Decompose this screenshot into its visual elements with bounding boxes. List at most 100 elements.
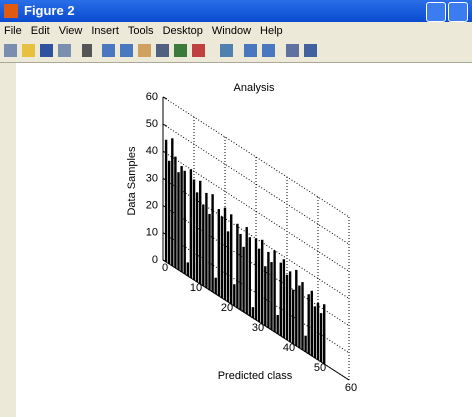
bar [279, 262, 282, 336]
bar [233, 284, 236, 306]
y-tick-label: 0 [152, 254, 158, 266]
bar [223, 207, 227, 300]
bar [180, 166, 183, 272]
bar [214, 277, 217, 294]
tool-icon[interactable] [120, 44, 133, 57]
y-tick-label: 10 [146, 227, 158, 239]
bar [254, 238, 258, 320]
bar [168, 160, 171, 264]
bar [273, 250, 276, 332]
bar [189, 169, 193, 278]
menu-item[interactable]: Desktop [162, 25, 203, 37]
toolbar-icons [4, 44, 317, 57]
bar [186, 262, 189, 276]
bar [316, 302, 320, 360]
tool-icon[interactable] [138, 44, 151, 57]
x-tick-label: 40 [283, 342, 295, 354]
x-tick-label: 60 [345, 382, 357, 394]
tool-icon[interactable] [82, 44, 92, 57]
chart-title: Analysis [234, 82, 275, 94]
x-tick-label: 50 [314, 362, 326, 374]
bar [192, 179, 196, 280]
y-tick-label: 20 [146, 200, 158, 212]
bar [282, 259, 286, 338]
bar [245, 227, 248, 314]
x-axis-label: Predicted class [218, 370, 293, 382]
bar [174, 156, 177, 268]
bar [261, 239, 264, 324]
bar [264, 266, 267, 326]
y-tick-label: 40 [146, 145, 158, 157]
bar [298, 285, 301, 348]
bar [301, 282, 304, 350]
menu-item[interactable]: Edit [30, 25, 50, 37]
tool-icon[interactable] [4, 44, 17, 57]
title-bar: Figure 2 [0, 0, 472, 22]
tool-icon[interactable] [174, 44, 187, 57]
menu-bar: File Edit View Insert Tools Desktop Window Help [0, 22, 472, 40]
tool-icon[interactable] [304, 44, 317, 57]
bar [202, 204, 205, 286]
x-tick-label: 30 [252, 322, 264, 334]
bar [248, 237, 251, 316]
x-tick-label: 10 [190, 282, 202, 294]
bar [267, 251, 270, 328]
window-title: Figure 2 [24, 3, 75, 18]
tool-icon[interactable] [58, 44, 71, 57]
bar [195, 192, 199, 282]
bar [226, 231, 230, 302]
bar [199, 180, 202, 284]
y-axis-label: Data Samples [126, 146, 138, 216]
menu-item[interactable]: Help [260, 25, 283, 37]
bar [171, 138, 174, 266]
tool-icon[interactable] [220, 44, 233, 57]
bar [307, 294, 310, 354]
tool-icon[interactable] [192, 44, 205, 57]
bar [164, 139, 168, 262]
menu-item[interactable]: Tools [127, 25, 154, 37]
x-tick-label: 0 [162, 262, 168, 274]
bar [313, 306, 317, 358]
tool-icon[interactable] [286, 44, 299, 57]
bar [323, 304, 326, 364]
bar [208, 213, 211, 290]
bar [220, 216, 224, 298]
bar [319, 313, 323, 362]
bar [295, 269, 298, 346]
y-tick-label: 50 [146, 118, 158, 130]
bar [239, 233, 242, 310]
y-tick-label: 60 [146, 91, 158, 103]
chart: Analysis Predicted class Data Samples 0 1… [126, 82, 357, 394]
toolbar [0, 40, 472, 63]
x-tick-label: 20 [221, 302, 233, 314]
maximize-button[interactable] [448, 2, 468, 22]
bar [217, 209, 220, 296]
bar [230, 214, 233, 304]
bar [310, 290, 313, 356]
tool-icon[interactable] [262, 44, 275, 57]
bar [304, 335, 307, 352]
bar [177, 172, 180, 270]
menu-item[interactable]: Insert [91, 25, 119, 37]
bar [257, 248, 261, 322]
tool-icon[interactable] [40, 44, 53, 57]
tool-icon[interactable] [102, 44, 115, 57]
minimize-button[interactable] [426, 2, 446, 22]
bar [211, 194, 214, 292]
app-icon [4, 4, 18, 18]
bar [205, 192, 208, 288]
bar [236, 223, 239, 308]
tool-icon[interactable] [156, 44, 169, 57]
menu-item[interactable]: File [4, 25, 22, 37]
bar [285, 274, 289, 340]
left-frame [0, 63, 16, 417]
bar [292, 289, 295, 344]
tool-icon[interactable] [244, 44, 257, 57]
bar [276, 314, 279, 334]
menu-item[interactable]: Window [211, 25, 252, 37]
bar [251, 307, 255, 318]
tool-icon[interactable] [22, 44, 35, 57]
menu-item[interactable]: View [58, 25, 83, 37]
bar [270, 262, 273, 330]
